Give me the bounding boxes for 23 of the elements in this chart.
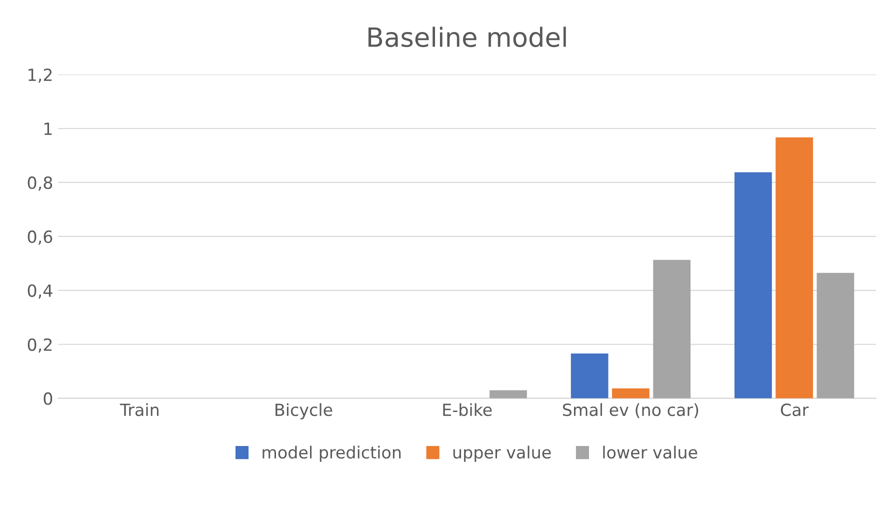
x-tick-label: E-bike [443, 403, 492, 416]
legend-label: lower value [603, 446, 698, 459]
y-tick-label: 0,2 [28, 338, 52, 353]
x-tick-label: Smal ev (no car) [562, 403, 698, 418]
y-tick-label: 0 [44, 392, 52, 405]
y-tick-label: 0,4 [28, 284, 52, 299]
y-tick-label: 0,6 [28, 230, 52, 245]
legend-label: model prediction [262, 446, 401, 462]
y-tick-label: 1 [44, 122, 52, 135]
bar [816, 272, 854, 398]
y-tick-label: 0,8 [28, 176, 52, 191]
x-tick-label: Car [780, 404, 809, 416]
bar [776, 137, 814, 398]
chart-title: Baseline model [368, 26, 566, 48]
y-tick-label: 1,2 [28, 68, 52, 83]
x-tick-label: Train [120, 403, 158, 416]
bar [570, 354, 608, 398]
legend-label: upper value [453, 446, 551, 462]
bar [612, 388, 650, 398]
bar [653, 260, 691, 398]
x-tick-label: Bicycle [276, 403, 332, 420]
bar [734, 172, 772, 398]
bar [490, 390, 527, 398]
